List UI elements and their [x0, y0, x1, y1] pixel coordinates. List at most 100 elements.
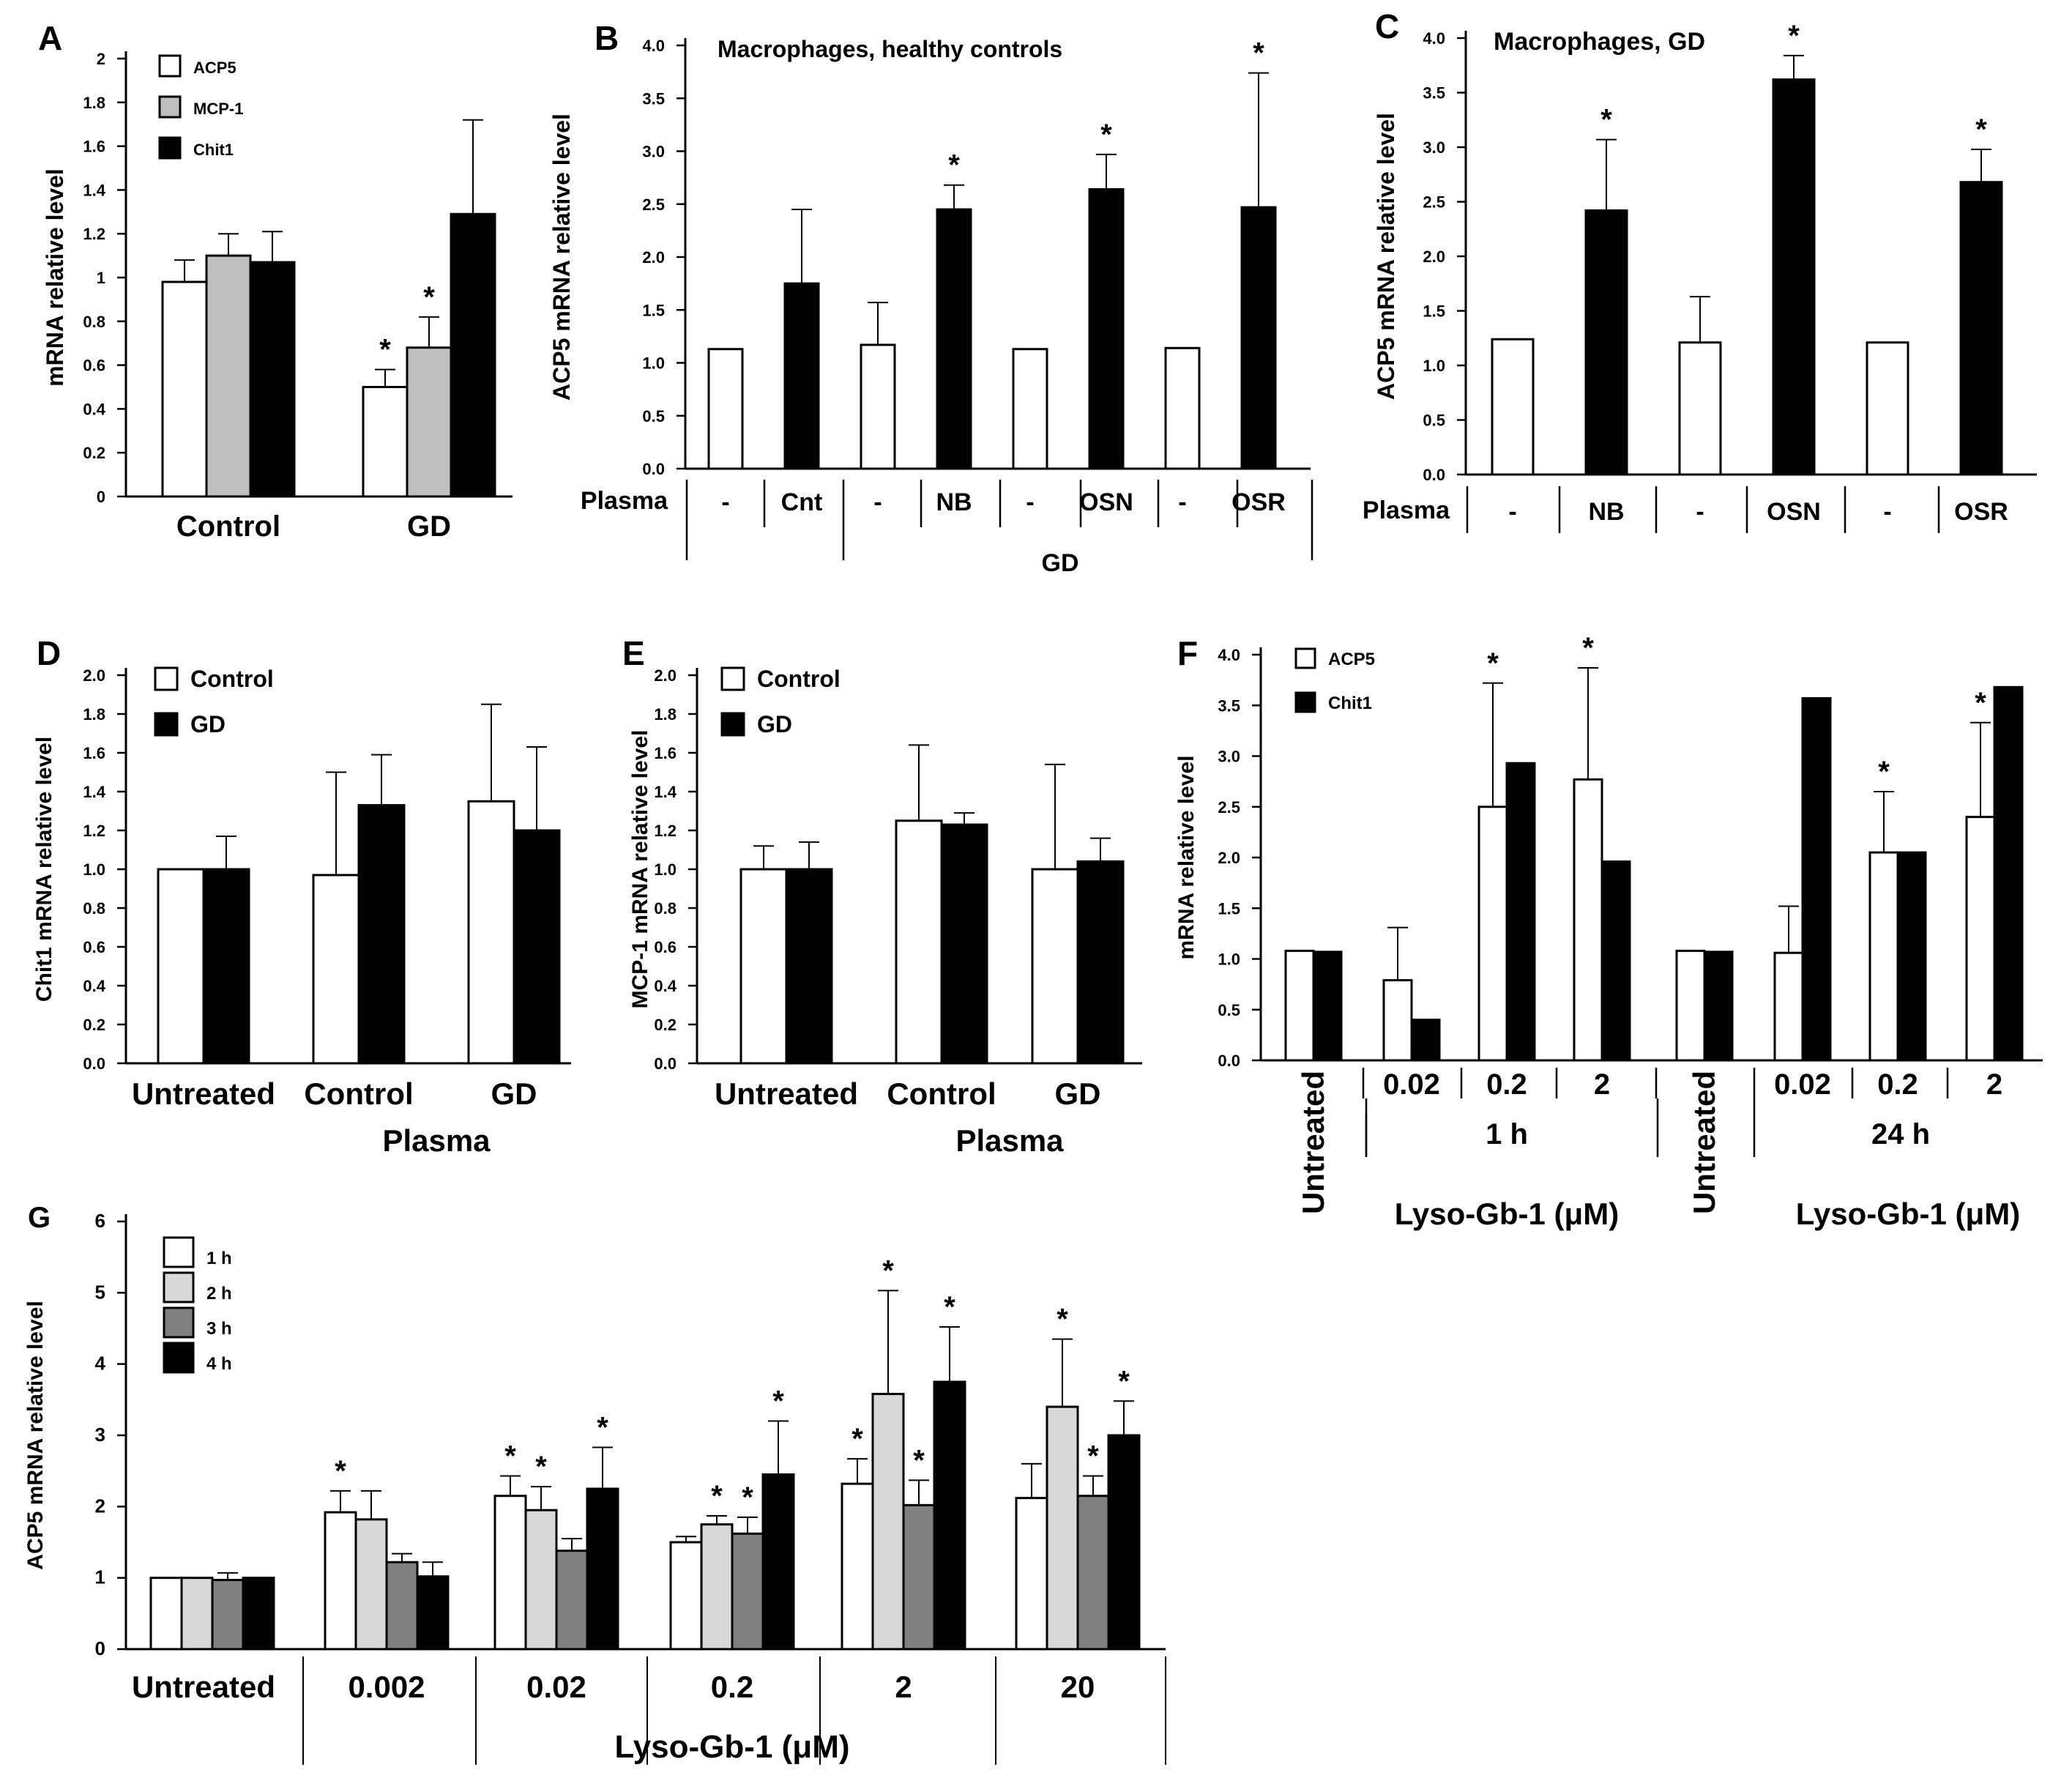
x-category-label: Untreated	[715, 1076, 858, 1111]
x-category-label: 0.02	[1383, 1068, 1440, 1101]
significance-star: *	[1582, 632, 1594, 664]
legend-label: Chit1	[1328, 693, 1372, 713]
panel-letter: E	[622, 634, 645, 672]
significance-star: *	[504, 1440, 516, 1472]
x-category-label: -	[1178, 488, 1186, 516]
significance-star: *	[1878, 756, 1890, 788]
x-category-label: -	[1508, 498, 1516, 526]
y-tick-label: 1.4	[654, 783, 677, 801]
bar	[149, 1577, 183, 1651]
bar	[1382, 979, 1413, 1062]
bar	[161, 280, 208, 498]
bar	[1993, 685, 2024, 1062]
y-tick-label: 4	[95, 1353, 106, 1375]
y-tick-label: 0.4	[83, 400, 105, 418]
bar	[1703, 951, 1734, 1062]
y-tick-label: 1.6	[83, 138, 105, 156]
bar	[1031, 868, 1079, 1065]
bar	[312, 874, 360, 1065]
significance-star: *	[1057, 1303, 1068, 1336]
legend-label: ACP5	[193, 59, 236, 77]
bar	[1573, 778, 1603, 1062]
y-tick-label: 1.8	[654, 705, 677, 724]
bar	[731, 1532, 764, 1651]
y-tick-label: 3.0	[1423, 138, 1445, 157]
significance-star: *	[1087, 1440, 1099, 1472]
legend-label: 2 h	[206, 1284, 232, 1303]
significance-star: *	[379, 334, 391, 366]
significance-star: *	[944, 1291, 955, 1323]
bar	[242, 1577, 275, 1651]
y-tick-label: 1.6	[654, 744, 677, 762]
bar	[180, 1577, 214, 1651]
significance-star: *	[913, 1444, 925, 1476]
y-tick-label: 2.5	[642, 196, 665, 214]
y-tick-label: 1.2	[83, 225, 105, 243]
bar	[783, 282, 820, 470]
bar	[936, 208, 972, 470]
bar	[1012, 348, 1048, 470]
bar	[1801, 697, 1832, 1062]
bar	[1076, 860, 1125, 1065]
legend-label: GD	[190, 711, 226, 737]
y-tick-label: 2.0	[83, 666, 105, 685]
legend-swatch	[1294, 647, 1316, 669]
y-tick-label: 3.0	[642, 143, 665, 161]
x-category-label: -	[873, 488, 882, 516]
legend-swatch	[154, 712, 179, 737]
bar	[416, 1575, 450, 1651]
x-axis-label: Plasma	[382, 1123, 491, 1158]
x-category-label: 0.002	[348, 1670, 425, 1704]
panel-f: F 0.0 0.5 1.0 1.5 2.0 2.5 3.0 3.5 4.0 mRNA relativ…	[1174, 632, 2043, 1231]
y-tick-label: 3.5	[1423, 84, 1445, 103]
x-category-label: GD	[1055, 1076, 1101, 1111]
y-axis-label: MCP-1 mRNA relative level	[628, 730, 652, 1009]
y-tick-label: 2.0	[1423, 248, 1445, 266]
y-tick-label: 0.0	[642, 460, 665, 478]
y-tick-label: 0.5	[642, 407, 665, 425]
bar	[202, 868, 250, 1065]
x-category-label: OSR	[1231, 488, 1286, 516]
y-tick-label: 0.5	[1218, 1001, 1240, 1019]
y-tick-label: 4.0	[1423, 29, 1445, 48]
y-tick-label: 1.0	[1218, 951, 1240, 969]
panel-c: C Macrophages, GD 0.0 0.5 1.0 1.5 2.0 2.5 3.0 3.5…	[1363, 7, 2037, 533]
y-tick-label: 1.6	[83, 744, 105, 762]
y-tick-label: 1.5	[642, 301, 665, 319]
y-tick-label: 0.8	[83, 899, 105, 918]
significance-star: *	[1788, 20, 1800, 52]
bar	[1505, 762, 1536, 1062]
row-label: Plasma	[581, 487, 668, 515]
y-tick-label: 2	[97, 50, 105, 68]
y-tick-label: 0.6	[83, 938, 105, 956]
legend-label: Chit1	[193, 141, 234, 159]
significance-star: *	[1975, 114, 1987, 146]
x-axis-label: Lyso-Gb-1 (μM)	[1796, 1197, 2020, 1231]
bar	[1866, 341, 1909, 476]
significance-star: *	[1100, 119, 1112, 151]
x-category-label: OSN	[1767, 498, 1821, 526]
panel-b: B Macrophages, healthy controls 0.0 0.5 1.0 1…	[548, 19, 1313, 577]
y-axis-label: ACP5 mRNA relative level	[548, 114, 575, 401]
x-category-label: Untreated	[1687, 1071, 1721, 1214]
legend-swatch	[720, 712, 745, 737]
legend-label: GD	[757, 711, 792, 737]
x-category-label: Control	[176, 510, 280, 543]
x-category-label: 0.02	[1774, 1068, 1831, 1101]
y-axis-label: Chit1 mRNA relative level	[32, 737, 56, 1002]
significance-star: *	[882, 1254, 894, 1287]
legend-swatch	[163, 1271, 195, 1303]
bar	[249, 261, 296, 498]
bar	[1312, 951, 1343, 1062]
significance-star: *	[1487, 647, 1499, 680]
panel-d: D 0.0 0.2 0.4 0.6 0.8 1.0 1.2 1.4 1.6 1.8 2.0 Chit1 …	[32, 634, 571, 1158]
bar	[669, 1541, 703, 1651]
bar	[1965, 816, 1996, 1062]
y-tick-label: 2.0	[642, 248, 665, 267]
significance-star: *	[711, 1480, 723, 1512]
x-category-label: 0.2	[1877, 1068, 1918, 1101]
legend-label: Control	[190, 666, 274, 692]
bar	[1015, 1497, 1048, 1651]
bar	[1678, 341, 1722, 476]
